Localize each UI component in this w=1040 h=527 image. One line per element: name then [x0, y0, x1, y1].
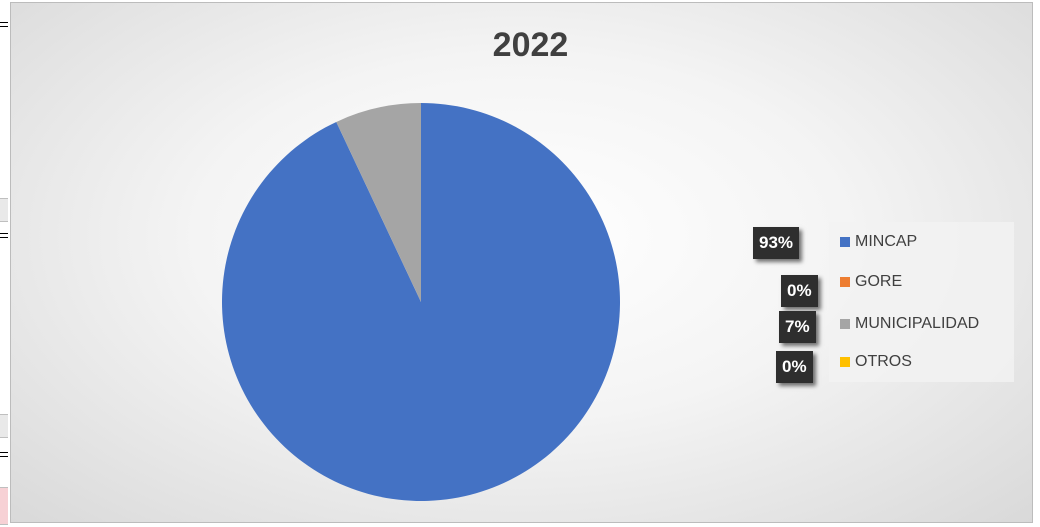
sheet-cell — [0, 414, 8, 438]
legend-swatch — [840, 319, 850, 329]
sheet-edge — [0, 0, 10, 527]
legend-item-otros: OTROS — [840, 353, 912, 371]
sheet-cell — [0, 198, 8, 222]
pie-slice-municipalidad — [336, 103, 421, 302]
legend-swatch — [840, 277, 850, 287]
cell-border-mark — [0, 22, 8, 27]
data-label-gore: 0% — [781, 275, 818, 307]
legend-item-gore: GORE — [840, 273, 902, 291]
chart-title: 2022 — [492, 26, 569, 64]
data-label-otros: 0% — [776, 351, 813, 383]
legend-label: OTROS — [855, 353, 912, 370]
cell-border-mark — [0, 233, 8, 238]
legend-swatch — [840, 357, 850, 367]
legend-swatch — [840, 237, 850, 247]
data-label-municipalidad: 7% — [779, 311, 816, 343]
legend-label: MINCAP — [855, 233, 918, 250]
legend-label: GORE — [855, 273, 903, 290]
sheet-cell-highlight — [0, 487, 8, 525]
legend-item-mincap: MINCAP — [840, 233, 917, 251]
cell-border-mark — [0, 452, 8, 457]
legend-label: MUNICIPALIDAD — [855, 315, 980, 332]
data-label-mincap: 93% — [753, 227, 800, 259]
legend-item-municipalidad: MUNICIPALIDAD — [840, 315, 979, 333]
legend: MINCAP GORE MUNICIPALIDAD OTROS — [829, 222, 1014, 382]
